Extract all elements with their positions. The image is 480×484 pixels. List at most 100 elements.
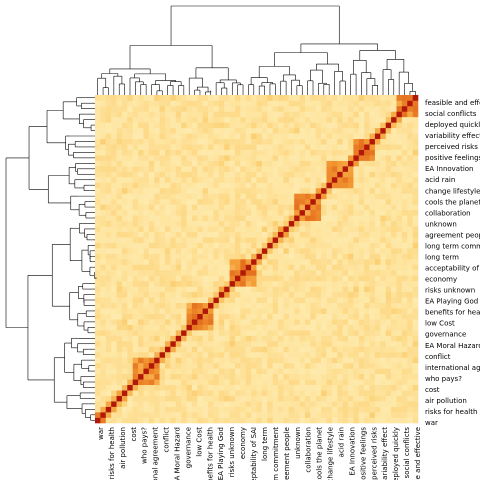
heatmap-cell <box>305 319 311 325</box>
heatmap-cell <box>160 281 166 287</box>
heatmap-cell <box>310 270 316 276</box>
heatmap-cell <box>305 385 311 391</box>
heatmap-cell <box>111 166 117 172</box>
heatmap-cell <box>310 297 316 303</box>
heatmap-cell <box>251 281 257 287</box>
heatmap-cell <box>396 418 402 424</box>
heatmap-cell <box>138 133 144 139</box>
heatmap-cell <box>246 150 252 156</box>
heatmap-cell <box>402 243 408 249</box>
heatmap-cell <box>143 128 149 134</box>
heatmap-cell <box>262 330 268 336</box>
heatmap-cell <box>402 368 408 374</box>
heatmap-cell <box>348 352 354 358</box>
heatmap-cell <box>181 243 187 249</box>
heatmap-cell <box>224 418 230 424</box>
heatmap-cell <box>251 352 257 358</box>
heatmap-cell <box>348 144 354 150</box>
heatmap-cell <box>224 407 230 413</box>
heatmap-cell <box>181 418 187 424</box>
heatmap-cell <box>235 193 241 199</box>
row-label: risks for health <box>425 408 477 416</box>
heatmap-cell <box>316 161 322 167</box>
heatmap-cell <box>343 193 349 199</box>
heatmap-cell <box>106 155 112 161</box>
heatmap-cell <box>122 319 128 325</box>
heatmap-cell <box>95 117 101 123</box>
heatmap-cell <box>165 396 171 402</box>
heatmap-cell <box>407 412 413 418</box>
heatmap-cell <box>316 303 322 309</box>
heatmap-cell <box>122 346 128 352</box>
heatmap-cell <box>111 155 117 161</box>
heatmap-cell <box>316 357 322 363</box>
heatmap-cell <box>257 161 263 167</box>
heatmap-cell <box>154 314 160 320</box>
heatmap-cell <box>310 275 316 281</box>
heatmap-cell <box>213 341 219 347</box>
heatmap-cell <box>219 401 225 407</box>
heatmap-cell <box>257 385 263 391</box>
heatmap-cell <box>149 155 155 161</box>
heatmap-cell <box>267 330 273 336</box>
heatmap-cell <box>251 166 257 172</box>
heatmap-cell <box>187 412 193 418</box>
heatmap-cell <box>343 199 349 205</box>
heatmap-cell <box>181 390 187 396</box>
heatmap-cell <box>407 182 413 188</box>
heatmap-cell <box>310 210 316 216</box>
heatmap-cell <box>391 314 397 320</box>
heatmap-cell <box>240 308 246 314</box>
heatmap-cell <box>127 401 133 407</box>
heatmap-cell <box>370 226 376 232</box>
heatmap-cell <box>402 379 408 385</box>
heatmap-cell <box>375 144 381 150</box>
heatmap-cell <box>208 390 214 396</box>
row-label: cools the planet <box>425 198 480 206</box>
heatmap-cell <box>246 330 252 336</box>
heatmap-cell <box>289 325 295 331</box>
heatmap-cell <box>273 346 279 352</box>
heatmap-cell <box>273 122 279 128</box>
heatmap-cell <box>95 243 101 249</box>
heatmap-cell <box>219 275 225 281</box>
heatmap-cell <box>160 368 166 374</box>
heatmap-cell <box>257 368 263 374</box>
heatmap-cell <box>386 155 392 161</box>
heatmap-cell <box>181 357 187 363</box>
heatmap-cell <box>197 193 203 199</box>
heatmap-cell <box>391 374 397 380</box>
heatmap-cell <box>348 254 354 260</box>
heatmap-cell <box>106 204 112 210</box>
heatmap-cell <box>262 303 268 309</box>
heatmap-cell <box>95 166 101 172</box>
row-label: variability effect <box>425 132 480 140</box>
heatmap-cell <box>251 232 257 238</box>
heatmap-cell <box>273 314 279 320</box>
heatmap-cell <box>208 396 214 402</box>
heatmap-cell <box>353 281 359 287</box>
heatmap-cell <box>273 161 279 167</box>
heatmap-cell <box>122 150 128 156</box>
heatmap-cell <box>380 341 386 347</box>
heatmap-cell <box>251 270 257 276</box>
heatmap-cell <box>283 161 289 167</box>
heatmap-cell <box>143 150 149 156</box>
heatmap-cell <box>160 352 166 358</box>
heatmap-cell <box>300 161 306 167</box>
heatmap-cell <box>289 308 295 314</box>
heatmap-cell <box>154 155 160 161</box>
heatmap-cell <box>370 122 376 128</box>
heatmap-cell <box>310 161 316 167</box>
heatmap-cell <box>289 150 295 156</box>
heatmap-cell <box>359 319 365 325</box>
heatmap-cell <box>278 254 284 260</box>
heatmap-cell <box>149 172 155 178</box>
heatmap-cell <box>127 325 133 331</box>
heatmap-cell <box>192 308 198 314</box>
heatmap-cell <box>257 128 263 134</box>
heatmap-cell <box>122 254 128 260</box>
heatmap-cell <box>321 330 327 336</box>
heatmap-cell <box>294 139 300 145</box>
heatmap-cell <box>348 237 354 243</box>
